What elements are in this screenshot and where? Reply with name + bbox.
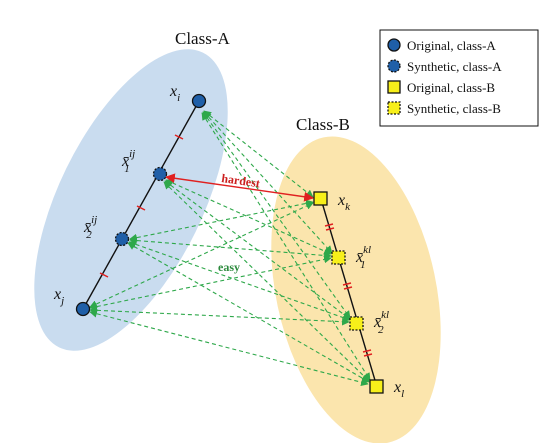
node-x1kl-synthetic-class-b <box>331 250 346 265</box>
node-xk-original-class-b <box>313 191 328 206</box>
class-a-label: Class-A <box>175 29 231 48</box>
label-x1ij: x̄ij 1 <box>121 148 135 175</box>
class-b-label: Class-B <box>296 115 350 134</box>
node-x2ij-synthetic-class-a <box>114 231 130 247</box>
legend-synthetic-class-a-label: Synthetic, class-A <box>407 59 502 74</box>
hardest-label: hardest <box>221 171 261 190</box>
legend: Original, class-A Synthetic, class-A Ori… <box>379 29 539 127</box>
label-x2ij: x̄ij 2 <box>83 214 97 241</box>
easy-arrow <box>89 202 314 308</box>
node-x2kl-synthetic-class-b <box>349 316 364 331</box>
easy-label: easy <box>218 260 240 274</box>
easy-arrow <box>89 310 369 386</box>
label-xj: xj <box>53 286 64 307</box>
legend-synthetic-class-a-icon <box>387 59 401 73</box>
legend-original-class-b-label: Original, class-B <box>407 80 495 95</box>
node-xj-original-class-a <box>75 301 91 317</box>
legend-box <box>379 29 539 127</box>
legend-synthetic-class-b-icon <box>387 101 401 115</box>
legend-original-class-a-icon <box>387 38 401 52</box>
class-a-region <box>34 49 228 351</box>
hardest-pair-arrow <box>165 173 314 202</box>
label-x1kl: x̄kl 1 <box>355 244 371 271</box>
legend-original-class-a-label: Original, class-A <box>407 38 496 53</box>
node-xl-original-class-b <box>369 379 384 394</box>
easy-pair-arrows <box>89 110 371 386</box>
easy-arrow <box>89 255 332 311</box>
legend-original-class-b-icon <box>387 80 401 94</box>
legend-synthetic-class-b-label: Synthetic, class-B <box>407 101 501 116</box>
label-xk: xk <box>337 192 351 213</box>
label-xi: xi <box>169 83 180 104</box>
node-x1ij-synthetic-class-a <box>152 166 168 182</box>
node-xi-original-class-a <box>191 93 207 109</box>
label-x2kl: x̄kl 2 <box>373 309 389 336</box>
label-xl: xl <box>393 379 404 400</box>
